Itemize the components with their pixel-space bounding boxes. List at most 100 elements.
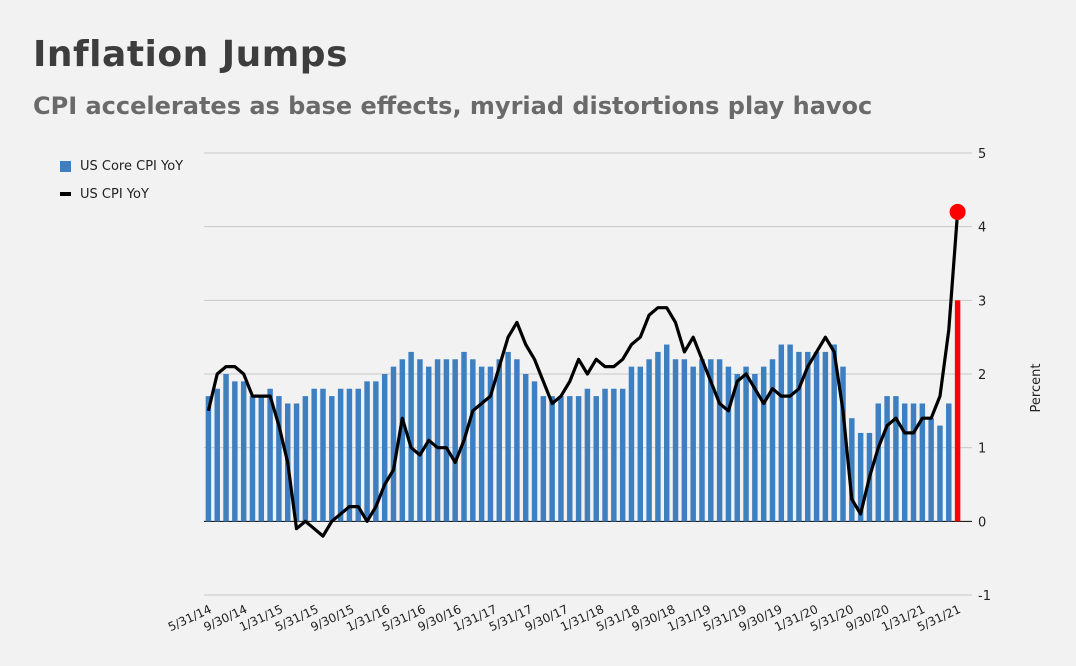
bar <box>611 388 617 522</box>
bar <box>531 381 538 522</box>
y-tick-label: 1 <box>978 442 986 457</box>
bar <box>840 366 846 522</box>
bar <box>760 366 767 522</box>
bar <box>822 351 829 522</box>
bar <box>346 388 353 522</box>
bar <box>320 388 326 522</box>
y-tick-label: -1 <box>978 589 991 604</box>
bar <box>602 388 608 522</box>
y-tick-label: 2 <box>978 368 986 383</box>
bar <box>716 359 723 522</box>
legend-label-core-cpi: US Core CPI YoY <box>80 158 184 174</box>
bar <box>813 351 820 522</box>
legend-item-cpi: US CPI YoY <box>60 180 183 208</box>
bar <box>390 366 397 522</box>
line-series-cpi <box>206 203 966 538</box>
chart-title: Inflation Jumps <box>33 34 348 75</box>
y-tick-label: 5 <box>978 147 986 162</box>
bar <box>637 366 644 522</box>
bar <box>699 359 705 522</box>
bar <box>875 403 881 522</box>
y-tick-label: 4 <box>978 221 986 236</box>
y-axis: 5 4 3 2 1 0 -1 <box>978 147 991 604</box>
bar <box>417 359 423 522</box>
bar <box>240 381 247 522</box>
bar <box>857 432 864 522</box>
bar <box>214 388 220 522</box>
bar <box>831 344 837 522</box>
bar <box>496 359 502 522</box>
bar <box>937 425 943 522</box>
bar <box>849 418 855 522</box>
bar <box>910 403 917 522</box>
bar <box>267 388 273 522</box>
bar <box>928 418 934 522</box>
latest-point-marker <box>949 203 966 220</box>
bar <box>337 388 344 522</box>
bar <box>805 351 811 522</box>
bar <box>575 396 582 522</box>
chart-subtitle: CPI accelerates as base effects, myriad … <box>33 92 873 120</box>
bar <box>293 403 300 522</box>
bar <box>743 366 749 522</box>
bar <box>769 359 776 522</box>
bar <box>478 366 485 522</box>
bar <box>549 396 555 522</box>
bar <box>249 396 256 522</box>
y-axis-label: Percent <box>1029 364 1044 413</box>
legend: US Core CPI YoY US CPI YoY <box>60 152 183 208</box>
bar <box>487 366 494 522</box>
bar <box>946 403 952 522</box>
bar <box>514 359 520 522</box>
bar <box>567 396 573 522</box>
bar <box>752 374 758 522</box>
bar <box>884 396 890 522</box>
bar <box>619 388 626 522</box>
bar <box>628 366 635 522</box>
x-axis: 5/31/149/30/141/31/155/31/159/30/151/31/… <box>166 602 963 634</box>
bar <box>311 388 317 522</box>
cpi-line <box>206 211 960 538</box>
bar <box>778 344 785 522</box>
bar <box>373 381 379 522</box>
bar <box>381 374 388 522</box>
bar <box>708 359 714 522</box>
bar <box>408 351 414 522</box>
bar <box>232 381 238 522</box>
bar <box>223 374 229 522</box>
bar <box>426 366 432 522</box>
bar <box>443 359 450 522</box>
legend-swatch-line <box>60 192 71 196</box>
bar-latest <box>954 300 961 522</box>
bar <box>584 388 591 522</box>
bar <box>505 351 511 522</box>
bar <box>470 359 476 522</box>
bar <box>452 359 458 522</box>
legend-swatch-bar <box>60 160 71 172</box>
bar <box>725 366 732 522</box>
bar <box>329 396 335 522</box>
bar <box>796 351 802 522</box>
bar <box>672 359 679 522</box>
bar <box>655 351 661 522</box>
bar <box>690 366 696 522</box>
bar <box>434 359 441 522</box>
bar <box>593 396 599 522</box>
bar <box>205 396 212 522</box>
legend-label-cpi: US CPI YoY <box>80 186 149 202</box>
bar <box>893 396 899 522</box>
bar-series-core-cpi <box>205 300 961 522</box>
legend-item-core-cpi: US Core CPI YoY <box>60 152 183 180</box>
bar <box>522 374 529 522</box>
bar <box>540 396 547 522</box>
bar <box>302 396 309 522</box>
bar <box>734 374 740 522</box>
bar <box>364 381 370 522</box>
bar <box>355 388 361 522</box>
bar <box>901 403 908 522</box>
bar <box>276 396 282 522</box>
bar <box>919 403 926 522</box>
y-tick-label: 0 <box>978 515 986 530</box>
bar <box>646 359 652 522</box>
